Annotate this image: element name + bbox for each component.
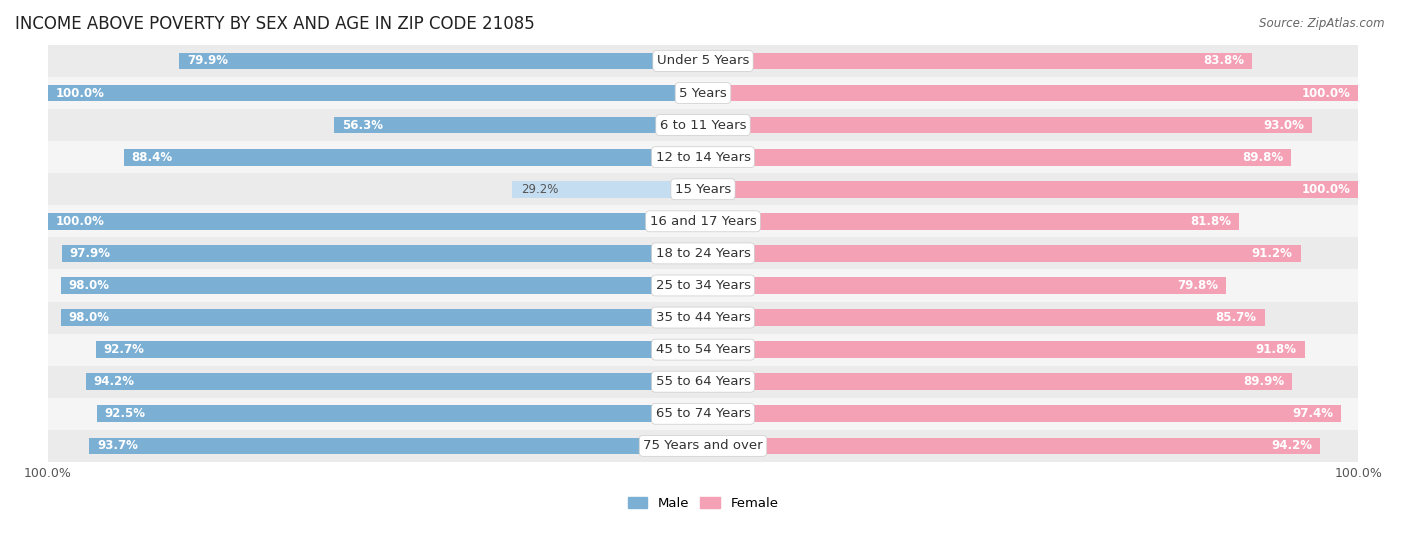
Bar	[124, 149, 703, 165]
Bar	[89, 438, 703, 454]
Legend: Male, Female: Male, Female	[623, 492, 783, 515]
Text: 56.3%: 56.3%	[342, 119, 382, 131]
Text: 97.9%: 97.9%	[69, 247, 111, 260]
Bar	[703, 213, 1239, 230]
Bar	[48, 334, 1358, 366]
Text: 85.7%: 85.7%	[1216, 311, 1257, 324]
Text: 94.2%: 94.2%	[94, 375, 135, 388]
Bar	[703, 342, 1305, 358]
Bar	[86, 373, 703, 390]
Bar	[97, 405, 703, 422]
Bar	[703, 438, 1320, 454]
Bar	[703, 405, 1341, 422]
Bar	[703, 53, 1253, 69]
Bar	[60, 277, 703, 294]
Text: 79.9%: 79.9%	[187, 54, 228, 68]
Text: 18 to 24 Years: 18 to 24 Years	[655, 247, 751, 260]
Text: 100.0%: 100.0%	[56, 215, 104, 228]
Bar	[60, 309, 703, 326]
Bar	[703, 85, 1358, 101]
Text: 89.8%: 89.8%	[1243, 151, 1284, 164]
Text: 89.9%: 89.9%	[1243, 375, 1284, 388]
Bar	[703, 277, 1226, 294]
Bar	[48, 430, 1358, 462]
Text: 93.0%: 93.0%	[1264, 119, 1305, 131]
Bar	[62, 245, 703, 262]
Text: 29.2%: 29.2%	[522, 183, 558, 196]
Bar	[96, 342, 703, 358]
Text: 91.8%: 91.8%	[1256, 343, 1296, 356]
Text: 97.4%: 97.4%	[1292, 408, 1333, 420]
Bar	[48, 213, 703, 230]
Bar	[48, 45, 1358, 77]
Bar	[180, 53, 703, 69]
Text: 92.5%: 92.5%	[105, 408, 146, 420]
Text: 25 to 34 Years: 25 to 34 Years	[655, 279, 751, 292]
Bar	[48, 398, 1358, 430]
Bar	[703, 181, 1358, 197]
Text: 79.8%: 79.8%	[1177, 279, 1218, 292]
Text: INCOME ABOVE POVERTY BY SEX AND AGE IN ZIP CODE 21085: INCOME ABOVE POVERTY BY SEX AND AGE IN Z…	[15, 15, 534, 33]
Text: 94.2%: 94.2%	[1271, 439, 1312, 452]
Text: 81.8%: 81.8%	[1189, 215, 1232, 228]
Text: 16 and 17 Years: 16 and 17 Years	[650, 215, 756, 228]
Text: 6 to 11 Years: 6 to 11 Years	[659, 119, 747, 131]
Text: 98.0%: 98.0%	[69, 311, 110, 324]
Bar	[48, 366, 1358, 398]
Bar	[48, 205, 1358, 238]
Bar	[48, 301, 1358, 334]
Text: 5 Years: 5 Years	[679, 87, 727, 100]
Text: 15 Years: 15 Years	[675, 183, 731, 196]
Text: 93.7%: 93.7%	[97, 439, 138, 452]
Text: 98.0%: 98.0%	[69, 279, 110, 292]
Bar	[48, 77, 1358, 109]
Bar	[48, 238, 1358, 269]
Text: 35 to 44 Years: 35 to 44 Years	[655, 311, 751, 324]
Text: 100.0%: 100.0%	[1334, 467, 1382, 480]
Bar	[48, 173, 1358, 205]
Bar	[703, 245, 1301, 262]
Text: 65 to 74 Years: 65 to 74 Years	[655, 408, 751, 420]
Text: 100.0%: 100.0%	[1302, 87, 1350, 100]
Bar	[335, 117, 703, 134]
Text: 75 Years and over: 75 Years and over	[643, 439, 763, 452]
Bar	[703, 309, 1264, 326]
Text: 88.4%: 88.4%	[132, 151, 173, 164]
Bar	[48, 141, 1358, 173]
Bar	[512, 181, 703, 197]
Text: Source: ZipAtlas.com: Source: ZipAtlas.com	[1260, 17, 1385, 30]
Bar	[48, 269, 1358, 301]
Bar	[703, 373, 1292, 390]
Bar	[703, 149, 1291, 165]
Text: 100.0%: 100.0%	[24, 467, 72, 480]
Text: 45 to 54 Years: 45 to 54 Years	[655, 343, 751, 356]
Text: 100.0%: 100.0%	[56, 87, 104, 100]
Bar	[703, 117, 1312, 134]
Text: 91.2%: 91.2%	[1251, 247, 1292, 260]
Text: 83.8%: 83.8%	[1204, 54, 1244, 68]
Bar	[48, 109, 1358, 141]
Text: Under 5 Years: Under 5 Years	[657, 54, 749, 68]
Text: 100.0%: 100.0%	[1302, 183, 1350, 196]
Text: 55 to 64 Years: 55 to 64 Years	[655, 375, 751, 388]
Bar	[48, 85, 703, 101]
Text: 12 to 14 Years: 12 to 14 Years	[655, 151, 751, 164]
Text: 92.7%: 92.7%	[104, 343, 145, 356]
